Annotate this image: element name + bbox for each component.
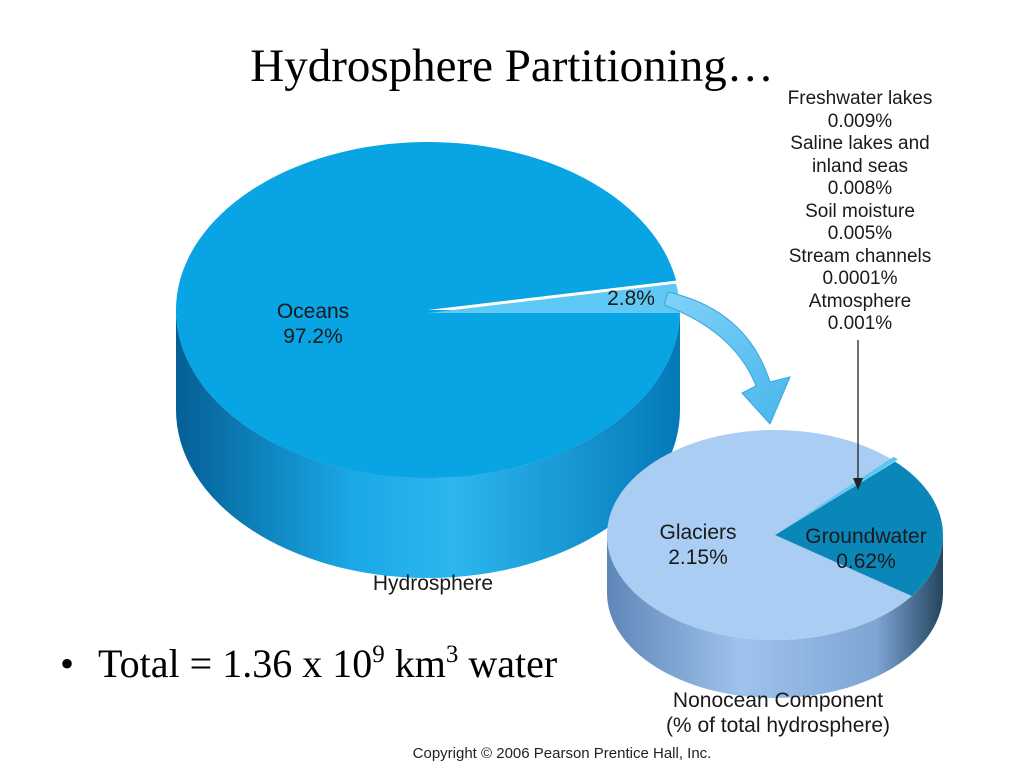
glaciers-value: 2.15% (668, 546, 728, 569)
minor-components-note: Freshwater lakes 0.009% Saline lakes and… (760, 88, 960, 336)
note-freshwater-lakes-value: 0.009% (827, 110, 893, 132)
page-title: Hydrosphere Partitioning… (250, 40, 774, 92)
oceans-label: Oceans (277, 300, 349, 323)
minor-components-slice (775, 456, 898, 535)
note-saline-lakes-label-1: Saline lakes and (790, 133, 930, 154)
curved-arrow (663, 291, 791, 425)
nonocean-pie-title-line-1: Nonocean Component (673, 689, 883, 712)
note-stream-channels-label: Stream channels (788, 245, 932, 267)
groundwater-label: Groundwater (805, 525, 926, 548)
bullet-dot: • (60, 641, 75, 686)
hydrosphere-pie-title: Hydrosphere (373, 572, 493, 595)
hydrosphere-pie (176, 142, 681, 578)
pointer-arrowhead (853, 478, 863, 490)
nonocean-pie-side (607, 535, 943, 698)
copyright-notice: Copyright © 2006 Pearson Prentice Hall, … (0, 745, 1024, 762)
groundwater-value: 0.62% (836, 550, 896, 573)
bullet-text-prefix: Total = 1.36 x 10 (98, 641, 373, 686)
oceans-value: 97.2% (283, 325, 343, 348)
glaciers-slice (606, 429, 912, 640)
nonocean-pie-title-line-2: (% of total hydrosphere) (666, 714, 890, 737)
note-freshwater-lakes-label: Freshwater lakes (787, 88, 933, 109)
note-soil-moisture-label: Soil moisture (805, 200, 915, 222)
groundwater-slice (775, 461, 943, 596)
nonocean-value: 2.8% (607, 287, 655, 310)
nonocean-pie (606, 429, 943, 698)
note-soil-moisture-value: 0.005% (827, 223, 893, 244)
note-saline-lakes-label-2: inland seas (811, 155, 909, 177)
oceans-slice (176, 142, 681, 479)
bullet-text-suffix: water (458, 641, 558, 686)
note-saline-lakes-value: 0.008% (827, 178, 893, 199)
bullet-unit: km (384, 641, 446, 686)
bullet-exponent: 9 (372, 641, 385, 668)
hydrosphere-pie-side (176, 310, 680, 578)
copyright-text: Copyright © 2006 Pearson Prentice Hall, … (412, 745, 712, 762)
total-bullet: • Total = 1.36 x 109 km3 water (60, 640, 557, 694)
glaciers-label: Glaciers (659, 521, 736, 544)
nonocean-slice (428, 283, 680, 313)
note-atmosphere-value: 0.001% (827, 313, 893, 334)
note-stream-channels-value: 0.0001% (822, 268, 898, 289)
bullet-unit-exponent: 3 (445, 641, 459, 668)
note-atmosphere-label: Atmosphere (808, 290, 912, 312)
